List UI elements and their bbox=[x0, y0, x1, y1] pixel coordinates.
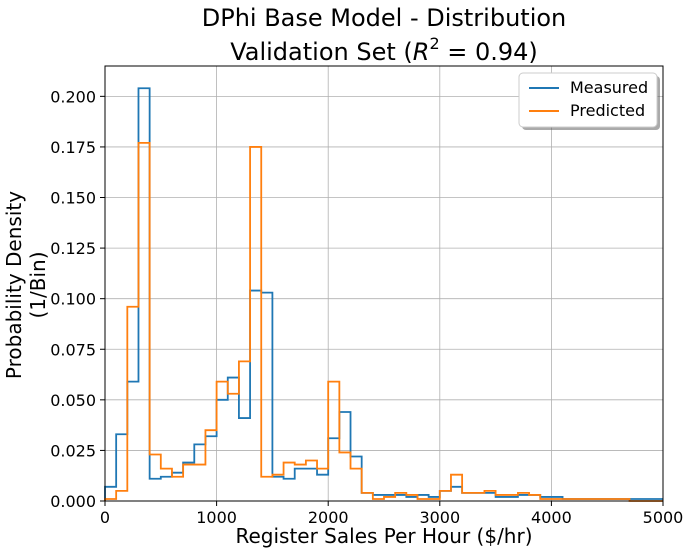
chart-title-line-1: DPhi Base Model - Distribution bbox=[202, 4, 567, 32]
y-tick-label: 0.075 bbox=[50, 340, 96, 359]
y-tick-label: 0.125 bbox=[50, 239, 96, 258]
title-suffix: = 0.94) bbox=[440, 38, 538, 66]
y-axis-label-line-1: Probability Density bbox=[2, 191, 26, 379]
x-tick-label: 0 bbox=[100, 508, 110, 527]
x-tick-label: 3000 bbox=[419, 508, 460, 527]
y-tick-label: 0.000 bbox=[50, 492, 96, 511]
series-line-predicted bbox=[104, 141, 663, 502]
x-tick-label: 4000 bbox=[531, 508, 572, 527]
legend-label-measured: Measured bbox=[570, 78, 648, 97]
title-prefix: Validation Set ( bbox=[230, 38, 413, 66]
y-tick-label: 0.025 bbox=[50, 441, 96, 460]
legend: Measured Predicted bbox=[518, 72, 660, 130]
y-tick-label: 0.150 bbox=[50, 189, 96, 208]
y-tick-label: 0.175 bbox=[50, 138, 96, 157]
x-tick-label: 2000 bbox=[308, 508, 349, 527]
axis-ticks: 0 1000 2000 3000 4000 5000 0.000 0.025 0.050 0.07… bbox=[50, 87, 683, 527]
chart-title-line-2: Validation Set (R2 = 0.94) bbox=[230, 34, 538, 66]
plot-frame bbox=[104, 65, 664, 502]
x-axis-label: Register Sales Per Hour ($/hr) bbox=[235, 524, 532, 548]
y-tick-label: 0.200 bbox=[50, 87, 96, 106]
y-tick-label: 0.100 bbox=[50, 290, 96, 309]
grid-lines bbox=[104, 66, 664, 502]
y-tick-label: 0.050 bbox=[50, 391, 96, 410]
series-plot bbox=[104, 87, 663, 502]
legend-label-predicted: Predicted bbox=[570, 101, 645, 120]
x-tick-label: 1000 bbox=[196, 508, 237, 527]
title-symbol: R bbox=[413, 38, 430, 66]
title-exponent: 2 bbox=[429, 34, 439, 53]
x-tick-label: 5000 bbox=[643, 508, 684, 527]
legend-box bbox=[518, 72, 658, 128]
y-axis-label-line-2: (1/Bin) bbox=[26, 251, 50, 318]
